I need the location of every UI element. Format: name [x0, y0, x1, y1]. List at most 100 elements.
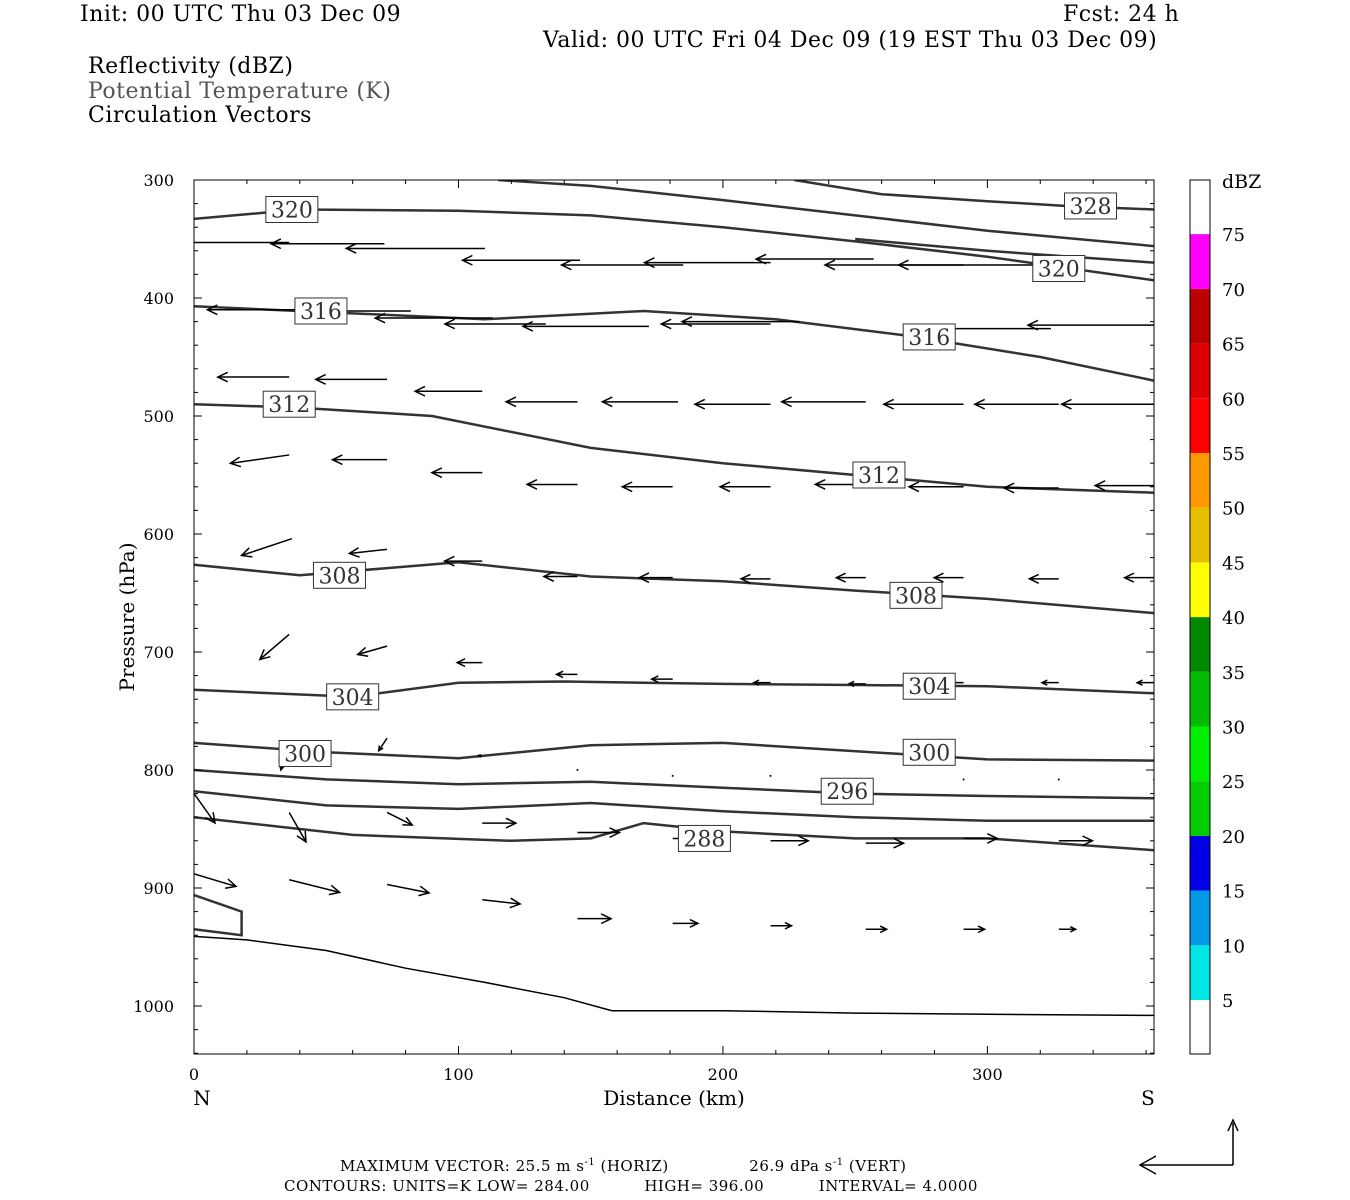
circulation-vector-head [1002, 482, 1015, 494]
circulation-vector-head [977, 925, 987, 934]
circulation-vector-head [476, 753, 482, 758]
y-tick-label: 700 [143, 643, 174, 662]
circulation-vector [289, 879, 340, 894]
contour-label-box [312, 561, 366, 589]
theta-contour-292 [194, 789, 1154, 822]
circulation-vector-head [879, 925, 889, 934]
colorbar-level-label: 75 [1222, 225, 1245, 246]
circulation-vector-head [1059, 398, 1072, 410]
circulation-vector-head [521, 320, 534, 332]
contour-label-box [820, 777, 874, 805]
circulation-vector-head [813, 479, 826, 490]
circulation-vector-head [1027, 573, 1040, 584]
circulation-vector [386, 811, 413, 826]
footer-vert-text: 26.9 dPa s [749, 1157, 833, 1175]
circulation-vector-head [751, 679, 760, 686]
contour-label: 308 [895, 584, 937, 609]
south-end-label: S [1141, 1086, 1155, 1110]
circulation-vector-head [554, 670, 564, 679]
circulation-vector-head [823, 259, 836, 271]
contour-label: 300 [908, 741, 950, 766]
circulation-vector-head [798, 835, 811, 847]
circulation-vector [482, 899, 521, 905]
x-tick-label: 0 [189, 1065, 199, 1084]
circulation-vector-head [505, 817, 518, 829]
footer-vert-exp: -1 [832, 1157, 844, 1168]
contour-label: 312 [268, 393, 310, 418]
contour-label: 296 [826, 780, 868, 805]
circulation-vector-dot [1057, 778, 1060, 781]
x-tick-label: 200 [708, 1065, 739, 1084]
colorbar-swatch [1190, 507, 1210, 563]
colorbar-level-label: 10 [1222, 936, 1245, 957]
colorbar-frame [1189, 179, 1211, 1055]
circulation-vector-head [620, 481, 633, 493]
circulation-vector-head [1135, 679, 1143, 686]
circulation-vector-head [205, 304, 218, 316]
contour-label: 312 [858, 464, 900, 489]
theta-contour-316 [194, 305, 1154, 382]
footer-horiz-text: MAXIMUM VECTOR: 25.5 m s [340, 1157, 585, 1175]
circulation-vector-head [847, 680, 855, 688]
circulation-vector-head [1082, 835, 1095, 847]
circulation-vector [288, 812, 307, 843]
contour-label-box [1064, 192, 1118, 220]
colorbar-level-label: 65 [1222, 335, 1245, 356]
circulation-vector-head [1069, 926, 1078, 933]
circulation-vector-dot [962, 778, 965, 781]
contour-label: 320 [1038, 258, 1080, 283]
colorbar-swatch [1190, 835, 1210, 891]
circulation-vector-head [559, 259, 572, 271]
theta-contour-288 [194, 815, 1154, 852]
theta-contour-296 [194, 768, 1154, 800]
circulation-vector-head [430, 467, 443, 479]
colorbar-swatch [1190, 343, 1210, 399]
circulation-vector [230, 454, 290, 465]
colorbar-swatch [1190, 288, 1210, 344]
circulation-vector-head [344, 243, 357, 254]
contour-label-box [902, 738, 956, 766]
circulation-vector-head [907, 481, 920, 493]
colorbar-swatch [1190, 234, 1210, 289]
y-axis-label: Pressure (hPa) [115, 543, 139, 692]
circulation-vector-head [328, 884, 342, 896]
contour-label: 316 [300, 300, 342, 325]
circulation-vector-head [347, 547, 360, 558]
north-end-label: N [193, 1086, 211, 1110]
circulation-vector-head [932, 572, 944, 583]
colorbar-swatch [1190, 890, 1210, 946]
circulation-vector-head [542, 571, 555, 582]
circulation-vector-head [754, 253, 767, 265]
colorbar-level-label: 70 [1222, 280, 1245, 301]
colorbar-level-label: 45 [1222, 553, 1245, 574]
circulation-vector [259, 633, 290, 661]
circulation-vector-head [896, 259, 909, 271]
circulation-vector-dot [769, 774, 772, 777]
colorbar-swatch [1190, 453, 1210, 508]
colorbar-level-label: 20 [1222, 827, 1245, 848]
reference-vector-horiz-head [1138, 1155, 1157, 1175]
contour-label-box [1032, 255, 1086, 282]
colorbar-level-label: 55 [1222, 444, 1245, 465]
circulation-vector-head [330, 454, 343, 466]
theta-contour-320 [194, 208, 1154, 282]
footer-contour-low: CONTOURS: UNITS=K LOW= 284.00 [284, 1177, 590, 1195]
circulation-vector-dot [576, 769, 579, 771]
circulation-vector-head [356, 646, 369, 658]
circulation-vector-head [680, 316, 693, 328]
circulation-vector-head [642, 257, 655, 269]
circulation-vector-head [413, 385, 426, 397]
colorbar-swatch [1190, 945, 1210, 1000]
circulation-vector [194, 873, 237, 888]
contour-label: 328 [1070, 195, 1112, 220]
contour-label: 320 [271, 199, 313, 224]
circulation-vector-dot [671, 774, 674, 777]
colorbar-swatch [1190, 562, 1210, 618]
footer-horiz-exp: -1 [584, 1157, 596, 1168]
y-tick-label: 900 [143, 879, 174, 898]
circulation-vector-head [402, 816, 414, 826]
y-tick-label: 800 [143, 761, 174, 780]
colorbar-level-label: 15 [1222, 882, 1245, 903]
y-tick-label: 600 [143, 525, 174, 544]
